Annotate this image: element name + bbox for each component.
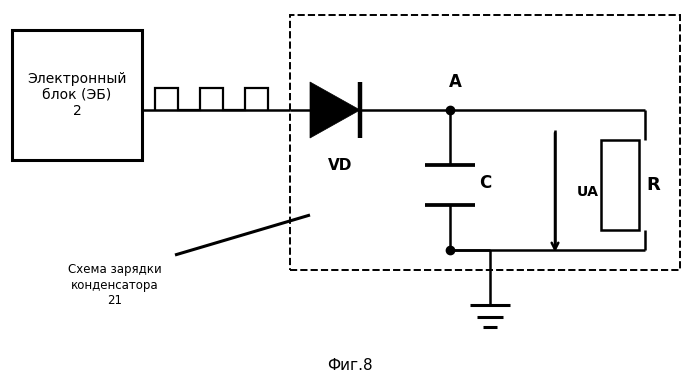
Text: R: R: [646, 176, 660, 194]
Polygon shape: [310, 82, 360, 138]
Bar: [601, 140, 639, 230]
Text: UА: UА: [577, 185, 599, 199]
Text: Схема зарядки
конденсатора
21: Схема зарядки конденсатора 21: [68, 263, 162, 307]
Text: Электронный
блок (ЭБ)
2: Электронный блок (ЭБ) 2: [27, 72, 127, 118]
Text: A: A: [449, 73, 461, 91]
Text: Фиг.8: Фиг.8: [327, 357, 373, 373]
Text: VD: VD: [328, 158, 352, 172]
Bar: [290, 15, 680, 270]
Bar: [12, 30, 142, 160]
Text: C: C: [479, 174, 491, 192]
